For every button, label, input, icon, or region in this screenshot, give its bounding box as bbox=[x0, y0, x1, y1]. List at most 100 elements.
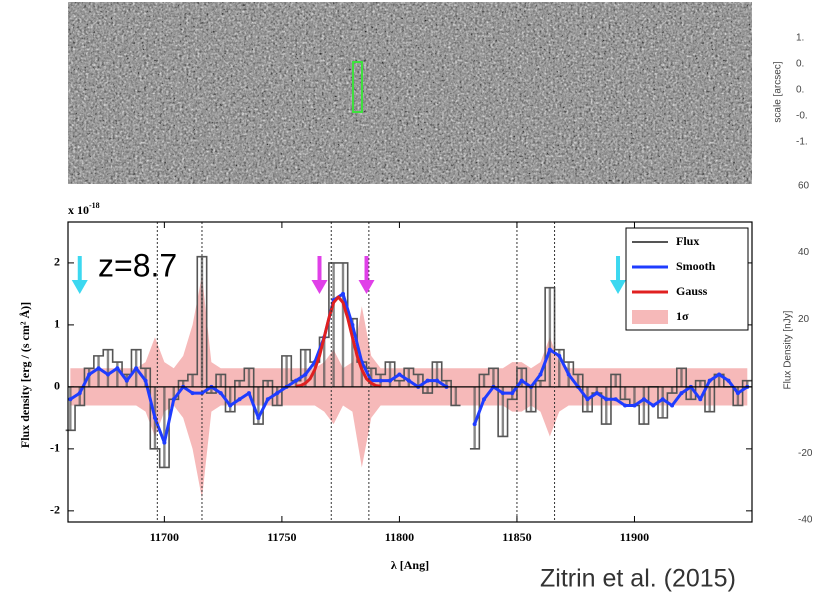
image-ticks: 1. 0. 0. -0. -1. bbox=[796, 33, 808, 148]
y-tick-label: -1 bbox=[50, 441, 60, 455]
y-tick-label: 1 bbox=[54, 317, 60, 331]
y-scale: x 10-18 bbox=[68, 201, 100, 217]
smooth-point bbox=[143, 378, 148, 383]
smooth-point bbox=[660, 397, 665, 402]
smooth-point bbox=[670, 403, 675, 408]
y-scale-exponent: -18 bbox=[89, 201, 100, 210]
x-tick-label: 11750 bbox=[267, 530, 296, 544]
smooth-point bbox=[124, 378, 129, 383]
smooth-point bbox=[623, 403, 628, 408]
x-tick-label: 11800 bbox=[385, 530, 414, 544]
smooth-point bbox=[388, 378, 393, 383]
smooth-point bbox=[350, 322, 355, 327]
smooth-point bbox=[585, 397, 590, 402]
smooth-point bbox=[613, 397, 618, 402]
smooth-point bbox=[115, 366, 120, 371]
smooth-point bbox=[77, 391, 82, 396]
smooth-point bbox=[519, 378, 524, 383]
smooth-point bbox=[190, 391, 195, 396]
smooth-point bbox=[87, 372, 92, 377]
smooth-point bbox=[105, 372, 110, 377]
image-tick-label: 1. bbox=[796, 33, 804, 44]
smooth-point bbox=[218, 391, 223, 396]
arrow-head bbox=[311, 280, 328, 294]
smooth-point bbox=[547, 347, 552, 352]
y2-tick-label: 40 bbox=[798, 247, 810, 258]
arrow bbox=[358, 256, 375, 294]
smooth-point bbox=[482, 397, 487, 402]
y-axis-label: Flux density [erg / (s cm² Å)] bbox=[18, 302, 32, 448]
arrow-head bbox=[610, 280, 627, 294]
smooth-point bbox=[679, 391, 684, 396]
smooth-point bbox=[378, 378, 383, 383]
annotation: z=8.7 bbox=[98, 247, 177, 283]
arrow-head bbox=[358, 280, 375, 294]
image-tick-label: 0. bbox=[796, 59, 804, 70]
smooth-point bbox=[717, 372, 722, 377]
smooth-point bbox=[162, 440, 167, 445]
plot-frame bbox=[67, 221, 753, 523]
smooth-point bbox=[735, 391, 740, 396]
smooth-point bbox=[707, 378, 712, 383]
legend-label: 1σ bbox=[676, 309, 689, 323]
smooth-point bbox=[265, 397, 270, 402]
arrow-head bbox=[71, 280, 88, 294]
y-tick-label: 0 bbox=[54, 379, 60, 393]
smooth-point bbox=[538, 372, 543, 377]
smooth-point bbox=[303, 372, 308, 377]
image-axis-label: scale [arcsec] bbox=[773, 61, 784, 122]
plot bbox=[65, 222, 752, 522]
smooth-point bbox=[397, 372, 402, 377]
smooth-point bbox=[96, 366, 101, 371]
y-scale-label: x 10 bbox=[68, 203, 89, 217]
smooth-point bbox=[641, 397, 646, 402]
smooth-point bbox=[134, 366, 139, 371]
y2-axis-label: Flux Density [nJy] bbox=[783, 310, 794, 389]
smooth-point bbox=[726, 378, 731, 383]
smooth-point bbox=[68, 397, 73, 402]
spectrum-image bbox=[68, 2, 752, 184]
smooth-point bbox=[698, 397, 703, 402]
arrow bbox=[610, 256, 627, 294]
legend-swatch bbox=[632, 310, 668, 324]
smooth-point bbox=[199, 391, 204, 396]
smooth-point bbox=[566, 372, 571, 377]
arrow bbox=[71, 256, 88, 294]
legend: Flux Smooth Gauss 1σ bbox=[625, 227, 749, 331]
smooth-point bbox=[275, 391, 280, 396]
smooth-point bbox=[425, 378, 430, 383]
smooth-point bbox=[171, 397, 176, 402]
legend-label: Gauss bbox=[676, 284, 708, 298]
arrow bbox=[311, 256, 328, 294]
y-tick-label: -2 bbox=[50, 503, 60, 517]
smooth-point bbox=[500, 391, 505, 396]
smooth-point bbox=[256, 415, 261, 420]
smooth-point bbox=[435, 378, 440, 383]
smooth-point bbox=[604, 397, 609, 402]
smooth-point bbox=[632, 403, 637, 408]
smooth-point bbox=[406, 378, 411, 383]
y2-tick-label: 60 bbox=[798, 180, 810, 191]
y2-tick-label: -20 bbox=[798, 448, 813, 459]
smooth-point bbox=[510, 391, 515, 396]
smooth-point bbox=[594, 391, 599, 396]
smooth-point bbox=[651, 403, 656, 408]
series-line bbox=[295, 295, 381, 388]
legend-label: Flux bbox=[676, 234, 699, 248]
smooth-point bbox=[246, 391, 251, 396]
smooth-point bbox=[472, 422, 477, 427]
image-tick-label: -1. bbox=[796, 137, 808, 148]
x-tick-label: 11700 bbox=[150, 530, 179, 544]
y2-tick-label: -40 bbox=[798, 515, 813, 526]
smooth-point bbox=[152, 415, 157, 420]
legend-label: Smooth bbox=[676, 259, 716, 273]
x-tick-label: 11850 bbox=[502, 530, 531, 544]
smooth-point bbox=[557, 353, 562, 358]
source-marker bbox=[352, 61, 363, 113]
y2-tick-label: 20 bbox=[798, 314, 810, 325]
smooth-point bbox=[237, 397, 242, 402]
x-axis-label: λ [Ang] bbox=[391, 558, 429, 572]
smooth-point bbox=[228, 403, 233, 408]
